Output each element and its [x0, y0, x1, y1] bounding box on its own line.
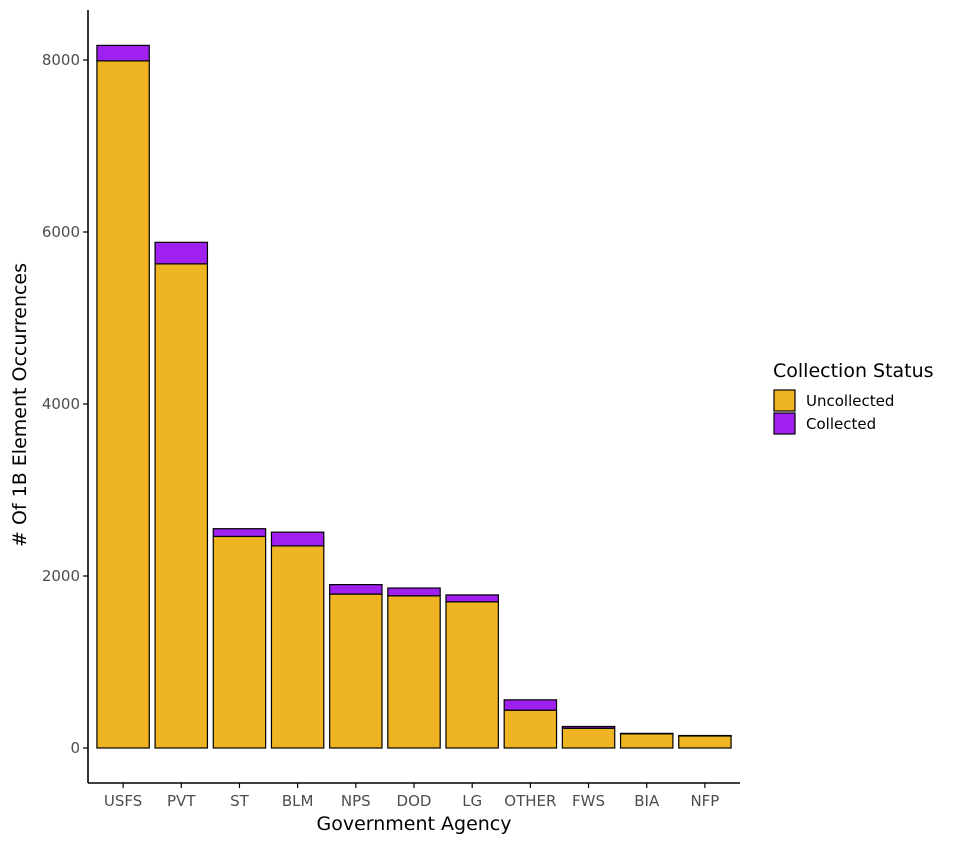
x-axis: USFS PVT ST BLM NPS DOD LG OTHER FWS BIA NFP: [88, 782, 740, 810]
x-tick-label-other: OTHER: [504, 792, 556, 810]
legend-swatch-uncollected: [773, 389, 796, 412]
bar-pvt-collected: [154, 241, 209, 265]
bar-dod-collected: [387, 587, 441, 597]
x-axis-title: Government Agency: [316, 813, 511, 835]
legend-label-uncollected: Uncollected: [806, 392, 894, 410]
bar-usfs-uncollected: [96, 60, 150, 749]
legend-label-collected: Collected: [806, 415, 876, 433]
x-axis-ticks: USFS PVT ST BLM NPS DOD LG OTHER FWS BIA NFP: [104, 783, 719, 810]
x-tick-label-lg: LG: [462, 792, 482, 810]
y-tick-label: 8000: [42, 51, 80, 69]
x-tick-label-st: ST: [230, 792, 250, 810]
y-tick-label: 6000: [42, 223, 80, 241]
y-tick-label: 2000: [42, 567, 80, 585]
bar-other-uncollected: [503, 709, 558, 749]
bar-blm-collected: [270, 531, 325, 547]
y-axis-ticks: 0 2000 4000 6000 8000: [42, 51, 88, 757]
bar-fws-uncollected: [561, 727, 616, 749]
x-tick-label-usfs: USFS: [104, 792, 142, 810]
x-tick-label-pvt: PVT: [167, 792, 196, 810]
bar-bia-uncollected: [619, 733, 674, 749]
x-tick-label-bia: BIA: [634, 792, 660, 810]
y-tick-label: 0: [70, 739, 80, 757]
y-tick-label: 4000: [42, 395, 80, 413]
legend-title: Collection Status: [773, 360, 934, 382]
x-tick-label-dod: DOD: [397, 792, 432, 810]
bar-st-collected: [212, 528, 267, 538]
bar-lg-collected: [445, 594, 499, 603]
y-axis: 0 2000 4000 6000 8000: [42, 10, 89, 783]
bar-usfs-collected: [96, 44, 150, 62]
bar-st-uncollected: [212, 535, 267, 749]
bars-layer: [96, 44, 732, 749]
x-tick-label-blm: BLM: [282, 792, 314, 810]
bar-blm-uncollected: [270, 545, 325, 749]
bar-nps-uncollected: [329, 593, 383, 749]
bar-dod-uncollected: [387, 595, 441, 749]
x-tick-label-nps: NPS: [341, 792, 371, 810]
bar-nps-collected: [329, 583, 383, 595]
x-tick-label-nfp: NFP: [690, 792, 719, 810]
bar-fws-collected: [561, 725, 616, 729]
legend: Collection Status Uncollected Collected: [773, 360, 934, 435]
legend-entries: Uncollected Collected: [773, 389, 894, 435]
bar-other-collected: [503, 699, 558, 711]
bar-pvt-uncollected: [154, 263, 209, 749]
y-axis-title: # Of 1B Element Occurrences: [9, 263, 31, 547]
x-tick-label-fws: FWS: [572, 792, 605, 810]
bar-nfp-uncollected: [678, 735, 732, 749]
bar-lg-uncollected: [445, 601, 499, 749]
legend-swatch-collected: [773, 412, 796, 435]
